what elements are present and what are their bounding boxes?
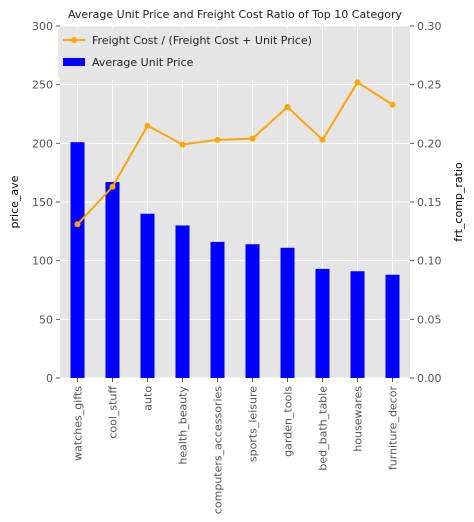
x-tick-label: watches_gifts — [72, 386, 85, 461]
left-tick-label: 300 — [32, 20, 53, 33]
legend-bar-swatch — [63, 58, 85, 66]
x-tick-label: auto — [142, 386, 155, 411]
ratio-point-garden_tools — [284, 103, 291, 110]
legend: Freight Cost / (Freight Cost + Unit Pric… — [58, 28, 312, 80]
bar-sports_leisure — [245, 244, 260, 378]
line-series — [74, 79, 396, 228]
bar-housewares — [350, 271, 365, 378]
legend-bar-label: Average Unit Price — [92, 56, 194, 69]
chart-title: Average Unit Price and Freight Cost Rati… — [68, 8, 403, 21]
x-tick-label: furniture_decor — [387, 386, 400, 471]
bar-watches_gifts — [70, 142, 85, 378]
bar-cool_stuff — [105, 182, 120, 378]
ratio-point-bed_bath_table — [319, 136, 326, 143]
bar-auto — [140, 213, 155, 378]
x-tick-label: computers_accessories — [212, 386, 225, 514]
bar-computers_accessories — [210, 241, 225, 378]
ratio-point-sports_leisure — [249, 135, 256, 142]
right-tick-label: 0.15 — [417, 196, 442, 209]
y-axis-label-right: frt_comp_ratio — [452, 162, 465, 242]
left-tick-label: 100 — [32, 255, 53, 268]
x-axis: watches_gifts cool_stuff auto health_beauty… — [72, 378, 400, 514]
bar-health_beauty — [175, 225, 190, 378]
right-tick-label: 0.10 — [417, 255, 442, 268]
x-tick-label: cool_stuff — [107, 386, 120, 439]
bar-garden_tools — [280, 247, 295, 378]
right-tick-label: 0.20 — [417, 137, 442, 150]
right-tick-label: 0.00 — [417, 372, 442, 385]
legend-background — [58, 28, 310, 80]
ratio-point-furniture_decor — [389, 101, 396, 108]
right-y-axis: 0.00 0.05 0.10 0.15 0.20 0.25 0.30 — [410, 20, 442, 385]
bar-bed_bath_table — [315, 268, 330, 378]
left-y-axis: 0 50 100 150 200 250 300 — [32, 20, 60, 385]
x-tick-label: health_beauty — [177, 386, 190, 465]
left-tick-label: 250 — [32, 79, 53, 92]
ratio-point-computers_accessories — [214, 136, 221, 143]
left-tick-label: 150 — [32, 196, 53, 209]
right-tick-label: 0.05 — [417, 313, 442, 326]
ratio-point-health_beauty — [179, 141, 186, 148]
right-tick-label: 0.25 — [417, 79, 442, 92]
ratio-point-watches_gifts — [74, 221, 81, 228]
left-tick-label: 0 — [46, 372, 53, 385]
x-tick-label: housewares — [352, 386, 365, 452]
y-axis-label-left: price_ave — [8, 175, 21, 228]
ratio-line — [76, 80, 394, 225]
ratio-point-housewares — [354, 79, 361, 86]
bar-series — [70, 142, 400, 378]
x-tick-label: sports_leisure — [247, 386, 260, 462]
x-tick-label: garden_tools — [282, 386, 295, 457]
x-tick-label: bed_bath_table — [317, 386, 330, 471]
ratio-point-auto — [144, 122, 151, 129]
legend-line-label: Freight Cost / (Freight Cost + Unit Pric… — [92, 34, 312, 47]
ratio-point-cool_stuff — [109, 183, 116, 190]
legend-line-marker — [71, 37, 77, 43]
bar-furniture_decor — [385, 274, 400, 378]
right-tick-label: 0.30 — [417, 20, 442, 33]
left-tick-label: 50 — [39, 313, 53, 326]
left-tick-label: 200 — [32, 137, 53, 150]
